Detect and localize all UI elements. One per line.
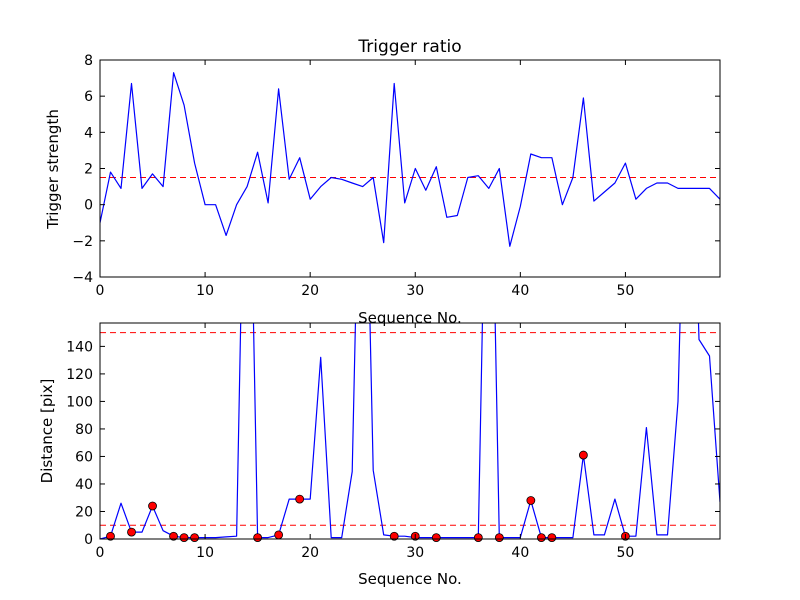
data-point <box>547 533 557 543</box>
x-tick-label: 10 <box>196 283 214 299</box>
x-tick-label: 40 <box>511 283 529 299</box>
x-tick-label: 30 <box>406 545 424 561</box>
y-tick-label: 0 <box>84 198 93 214</box>
x-tick-label: 50 <box>617 283 635 299</box>
series-line <box>100 72 720 247</box>
y-ticks: 0 20 40 60 80 100 120 140 <box>66 339 720 548</box>
y-tick-label: 0 <box>84 532 93 548</box>
data-point <box>253 533 263 543</box>
x-axis-label: Sequence No. <box>358 309 462 327</box>
plot-area <box>100 72 720 247</box>
y-tick-label: 100 <box>66 394 93 410</box>
y-ticks: −4 −2 0 2 4 6 8 <box>72 53 720 286</box>
series-line <box>100 323 720 539</box>
data-point <box>578 450 588 460</box>
data-point <box>274 530 284 540</box>
x-tick-label: 20 <box>301 283 319 299</box>
data-point <box>389 531 399 541</box>
data-point <box>536 533 546 543</box>
x-ticks: 0 10 20 30 40 50 <box>96 60 635 299</box>
x-axis-label: Sequence No. <box>358 570 462 588</box>
x-tick-label: 20 <box>301 545 319 561</box>
markers <box>106 450 630 543</box>
data-point <box>127 527 136 537</box>
x-tick-label: 0 <box>96 545 105 561</box>
y-tick-label: 40 <box>75 477 93 493</box>
data-point <box>169 531 178 541</box>
threshold-lines <box>100 332 720 526</box>
y-tick-label: −2 <box>72 234 93 250</box>
x-tick-label: 30 <box>406 283 424 299</box>
y-tick-label: 120 <box>66 367 93 383</box>
x-ticks: 0 10 20 30 40 50 <box>96 323 635 561</box>
data-point <box>473 533 483 543</box>
data-point <box>179 533 189 543</box>
y-tick-label: 6 <box>84 89 93 105</box>
data-point <box>295 494 305 504</box>
x-tick-label: 10 <box>196 545 214 561</box>
data-point <box>494 533 504 543</box>
x-tick-label: 40 <box>511 545 529 561</box>
chart-title: Trigger ratio <box>357 37 461 57</box>
y-axis-label: Trigger strength <box>44 109 62 230</box>
y-tick-label: 8 <box>84 53 93 69</box>
data-point <box>190 533 199 543</box>
data-point <box>106 531 115 541</box>
y-tick-label: 80 <box>75 422 93 438</box>
trigger-ratio-chart: Trigger ratio 0 10 20 30 40 50 −4 −2 0 2 4 6 8 Sequ… <box>44 37 721 327</box>
y-tick-label: 4 <box>84 125 93 141</box>
plot-area <box>100 323 720 539</box>
y-tick-label: −4 <box>72 270 93 286</box>
y-tick-label: 2 <box>84 162 93 178</box>
data-point <box>526 496 536 505</box>
y-tick-label: 20 <box>75 504 93 520</box>
y-tick-label: 60 <box>75 449 93 465</box>
distance-chart: 0 10 20 30 40 50 0 20 40 60 80 100 120 140 Sequence … <box>38 322 721 588</box>
y-tick-label: 140 <box>66 339 93 355</box>
x-tick-label: 0 <box>96 283 105 299</box>
data-point <box>148 501 157 511</box>
x-tick-label: 50 <box>617 545 635 561</box>
data-point <box>431 533 441 543</box>
y-axis-label: Distance [pix] <box>38 379 56 484</box>
axes-frame <box>99 322 721 540</box>
